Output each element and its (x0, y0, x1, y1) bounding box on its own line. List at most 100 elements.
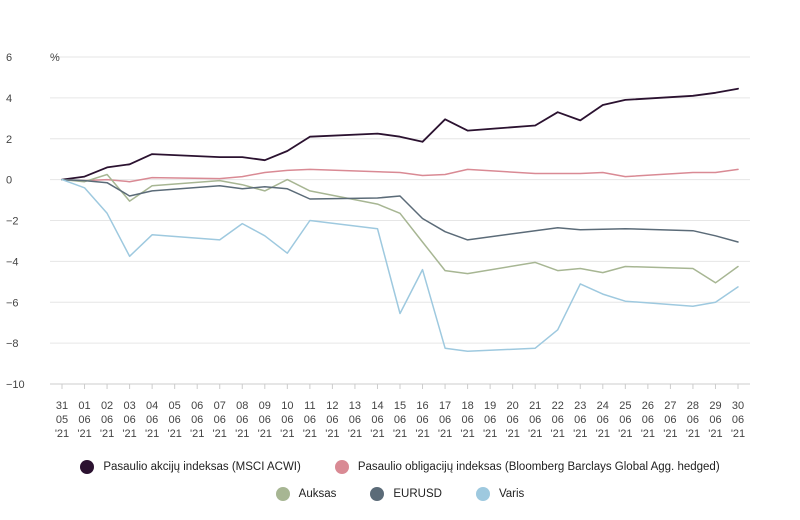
x-tick-label: '21 (415, 428, 429, 440)
x-tick-label: 28 (687, 400, 699, 412)
x-tick-label: 06 (371, 414, 383, 426)
x-tick-label: 06 (461, 414, 473, 426)
x-tick-label: 05 (169, 400, 181, 412)
legend-item-auksas: Auksas (275, 487, 337, 501)
x-tick-label: 06 (597, 414, 609, 426)
legend-item-eurusd: EURUSD (370, 487, 442, 501)
y-tick-label: −2 (6, 216, 19, 228)
x-tick-label: '21 (190, 428, 204, 440)
x-tick-label: '21 (55, 428, 69, 440)
x-tick-label: '21 (280, 428, 294, 440)
x-tick-label: 06 (642, 414, 654, 426)
x-tick-label: 06 (664, 414, 676, 426)
x-tick-label: 30 (732, 400, 744, 412)
x-tick-label: '21 (663, 428, 677, 440)
x-tick-label: '21 (438, 428, 452, 440)
x-tick-label: 23 (574, 400, 586, 412)
x-tick-label: 04 (146, 400, 158, 412)
x-tick-label: 08 (236, 400, 248, 412)
x-tick-label: 10 (281, 400, 293, 412)
legend-label-msci-acwi: Pasaulio akcijų indeksas (MSCI ACWI) (103, 461, 301, 473)
legend-swatch-bond-index (334, 460, 349, 474)
x-tick-label: 06 (349, 414, 361, 426)
x-tick-label: 06 (214, 414, 226, 426)
x-tick-label: '21 (325, 428, 339, 440)
x-tick-label: 07 (214, 400, 226, 412)
x-tick-label: 06 (732, 414, 744, 426)
legend-item-bond-index: Pasaulio obligacijų indeksas (Bloomberg … (334, 460, 720, 474)
x-tick-label: 06 (439, 414, 451, 426)
x-tick-label: '21 (573, 428, 587, 440)
x-tick-label: 06 (394, 414, 406, 426)
series-line-1 (61, 168, 739, 183)
x-tick-label: 06 (78, 414, 90, 426)
x-tick-label: 06 (304, 414, 316, 426)
x-tick-label: 19 (484, 400, 496, 412)
legend-swatch-msci-acwi (80, 460, 95, 474)
y-tick-label: 4 (6, 93, 12, 105)
y-tick-label: 6 (6, 52, 12, 64)
legend-label-varis: Varis (498, 488, 525, 500)
y-tick-label: 0 (6, 175, 12, 187)
legend-swatch-varis (475, 487, 490, 501)
x-tick-label: 06 (619, 414, 631, 426)
y-axis-unit: % (50, 52, 60, 64)
x-tick-label: '21 (213, 428, 227, 440)
x-tick-label: 16 (416, 400, 428, 412)
legend-label-bond-index: Pasaulio obligacijų indeksas (Bloomberg … (357, 461, 720, 473)
y-tick-label: −8 (6, 338, 19, 350)
legend-item-msci-acwi: Pasaulio akcijų indeksas (MSCI ACWI) (80, 460, 301, 474)
x-tick-label: 06 (281, 414, 293, 426)
x-tick-label: 06 (416, 414, 428, 426)
x-tick-label: 01 (78, 400, 90, 412)
x-tick-label: 06 (507, 414, 519, 426)
y-tick-label: −10 (6, 379, 25, 391)
x-tick-label: '21 (731, 428, 745, 440)
x-tick-label: '21 (303, 428, 317, 440)
x-tick-label: 31 (56, 400, 68, 412)
x-tick-label: '21 (641, 428, 655, 440)
y-tick-label: −6 (6, 297, 19, 309)
x-tick-label: '21 (122, 428, 136, 440)
legend-row-1: Pasaulio akcijų indeksas (MSCI ACWI) Pas… (0, 460, 800, 474)
x-tick-label: '21 (483, 428, 497, 440)
x-tick-label: '21 (77, 428, 91, 440)
legend-label-auksas: Auksas (298, 488, 337, 500)
x-tick-label: '21 (370, 428, 384, 440)
legend-item-varis: Varis (475, 487, 525, 501)
x-tick-label: 06 (191, 400, 203, 412)
x-tick-label: '21 (708, 428, 722, 440)
x-tick-label: '21 (596, 428, 610, 440)
x-tick-label: 14 (371, 400, 383, 412)
x-tick-label: 06 (552, 414, 564, 426)
x-tick-label: 15 (394, 400, 406, 412)
x-tick-label: '21 (393, 428, 407, 440)
x-tick-label: 06 (169, 414, 181, 426)
legend-label-eurusd: EURUSD (393, 488, 442, 500)
y-tick-label: −4 (6, 256, 19, 268)
x-tick-label: '21 (505, 428, 519, 440)
series-line-4 (61, 178, 739, 353)
legend-swatch-eurusd (370, 487, 385, 501)
x-tick-label: 18 (461, 400, 473, 412)
legend-swatch-auksas (275, 487, 290, 501)
x-tick-label: '21 (348, 428, 362, 440)
x-tick-label: 06 (123, 414, 135, 426)
x-tick-label: 06 (146, 414, 158, 426)
x-tick-label: 06 (236, 414, 248, 426)
x-tick-label: '21 (528, 428, 542, 440)
x-tick-label: 17 (439, 400, 451, 412)
x-tick-label: 02 (101, 400, 113, 412)
y-axis-ticks: 6 4 2 0 −2 −4 −6 −8 −10 (6, 52, 25, 391)
y-tick-label: 2 (6, 134, 12, 146)
x-tick-label: 21 (529, 400, 541, 412)
x-tick-label: '21 (167, 428, 181, 440)
x-tick-label: 05 (56, 414, 68, 426)
x-axis: 31 05 '21 01 06 '21 02 06 '21 03 06 '21 04 06 '21 05 06 '… (50, 383, 750, 440)
x-tick-label: 06 (259, 414, 271, 426)
x-tick-label: 20 (507, 400, 519, 412)
x-tick-label: '21 (258, 428, 272, 440)
grid-lines (50, 56, 750, 385)
x-tick-label: '21 (145, 428, 159, 440)
